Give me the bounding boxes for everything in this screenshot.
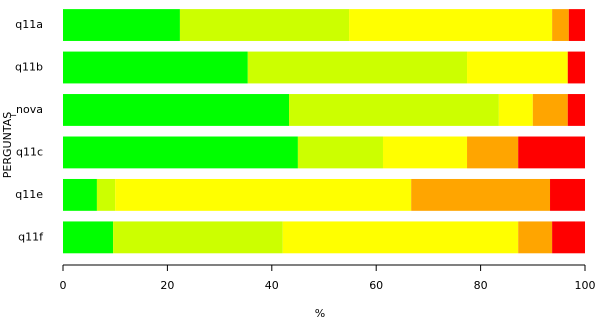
bar-segment xyxy=(289,94,499,126)
y-tick-label: q11b xyxy=(15,61,43,74)
bar-segment xyxy=(532,94,568,126)
bar-segment xyxy=(411,178,551,211)
bar-segment xyxy=(63,221,114,254)
bar-segment xyxy=(115,178,412,211)
bar-segment xyxy=(552,221,585,254)
y-tick-label: q11f xyxy=(18,230,44,243)
bar-segment xyxy=(63,136,298,169)
bar-segment xyxy=(282,221,519,254)
bar-segment xyxy=(550,178,585,211)
y-tick-label: _nova xyxy=(10,103,43,116)
bar-segment xyxy=(467,136,519,169)
bar-segment xyxy=(349,9,553,41)
bar-segment xyxy=(498,94,533,126)
y-tick-label: q11e xyxy=(15,188,43,201)
bar-segment xyxy=(247,51,468,84)
bar-segment xyxy=(518,136,585,169)
bar-segment xyxy=(63,51,248,84)
x-tick-label: 80 xyxy=(474,279,488,292)
x-axis-title: % xyxy=(315,307,325,320)
bar-segment xyxy=(568,9,585,41)
bar-segment xyxy=(297,136,383,169)
bar-segment xyxy=(382,136,468,169)
bar-segment xyxy=(63,94,290,126)
bar-segment xyxy=(467,51,568,84)
x-tick-label: 20 xyxy=(160,279,174,292)
x-tick-label: 40 xyxy=(265,279,279,292)
bar-segment xyxy=(63,178,97,211)
bar-segment xyxy=(63,9,180,41)
y-tick-label: q11a xyxy=(15,18,43,31)
bar-segment xyxy=(179,9,350,41)
x-tick-label: 100 xyxy=(575,279,596,292)
bar-segment xyxy=(96,178,116,211)
bar-segment xyxy=(552,9,569,41)
bar-segment xyxy=(113,221,283,254)
bar-segment xyxy=(567,94,585,126)
x-tick-label: 0 xyxy=(60,279,67,292)
y-axis-title: PERGUNTAS xyxy=(1,112,14,178)
x-tick-label: 60 xyxy=(369,279,383,292)
bar-segment xyxy=(518,221,553,254)
bar-segment xyxy=(567,51,585,84)
y-tick-label: q11c xyxy=(16,145,43,158)
